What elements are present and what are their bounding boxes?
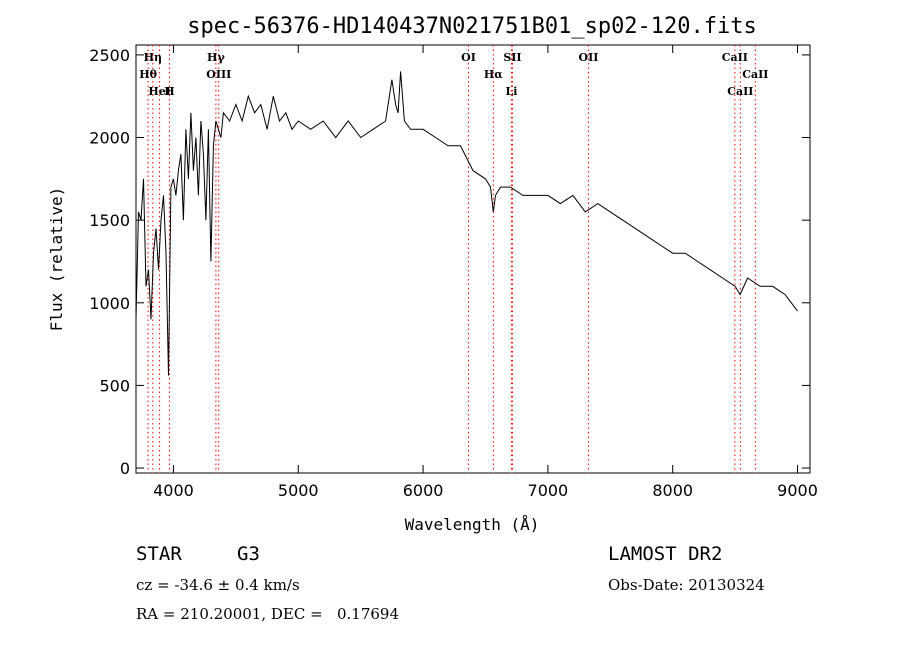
x-tick-label: 6000 xyxy=(403,481,444,500)
line-marker-label: SII xyxy=(503,51,521,64)
line-marker-label: OIII xyxy=(206,68,231,81)
y-tick-label: 500 xyxy=(99,376,130,395)
line-markers xyxy=(147,45,756,473)
line-marker-label: Hγ xyxy=(207,51,225,64)
line-marker-label: OII xyxy=(579,51,599,64)
y-tick-label: 1000 xyxy=(89,294,130,313)
y-tick-label: 2500 xyxy=(89,46,130,65)
x-tick-label: 7000 xyxy=(528,481,569,500)
x-tick-label: 4000 xyxy=(153,481,194,500)
line-marker-label: OI xyxy=(461,51,476,64)
line-marker-label: Hα xyxy=(484,68,503,81)
y-axis-ticks: 0 500 1000 1500 2000 2500 xyxy=(89,46,810,478)
object-class: STAR xyxy=(136,543,182,565)
x-tick-label: 5000 xyxy=(278,481,319,500)
redshift-text: cz = -34.6 ± 0.4 km/s xyxy=(136,576,300,594)
line-marker-label: Hθ xyxy=(139,68,157,81)
coordinates-text: RA = 210.20001, DEC = 0.17694 xyxy=(136,605,399,623)
y-tick-label: 1500 xyxy=(89,211,130,230)
line-marker-label: CaII xyxy=(727,85,753,98)
y-tick-label: 2000 xyxy=(89,129,130,148)
line-marker-label: CaII xyxy=(742,68,768,81)
y-tick-label: 0 xyxy=(120,459,130,478)
spectrum-line xyxy=(135,71,798,376)
object-subclass: G3 xyxy=(237,543,260,565)
line-marker-label: Hη xyxy=(144,51,162,64)
chart-title: spec-56376-HD140437N021751B01_sp02-120.f… xyxy=(187,14,757,39)
obs-date: Obs-Date: 20130324 xyxy=(608,576,765,594)
line-marker-label: Li xyxy=(505,85,517,98)
x-tick-label: 9000 xyxy=(777,481,818,500)
x-tick-label: 8000 xyxy=(652,481,693,500)
plot-frame xyxy=(135,44,811,474)
line-marker-label: H xyxy=(164,85,174,98)
x-axis-ticks: 4000 5000 6000 7000 8000 9000 xyxy=(153,45,818,500)
line-marker-label: HeI xyxy=(148,85,171,98)
x-axis-label: Wavelength (Å) xyxy=(405,515,540,534)
line-marker-label: CaII xyxy=(722,51,748,64)
survey-name: LAMOST DR2 xyxy=(608,543,722,565)
y-axis-label: Flux (relative) xyxy=(47,187,66,332)
